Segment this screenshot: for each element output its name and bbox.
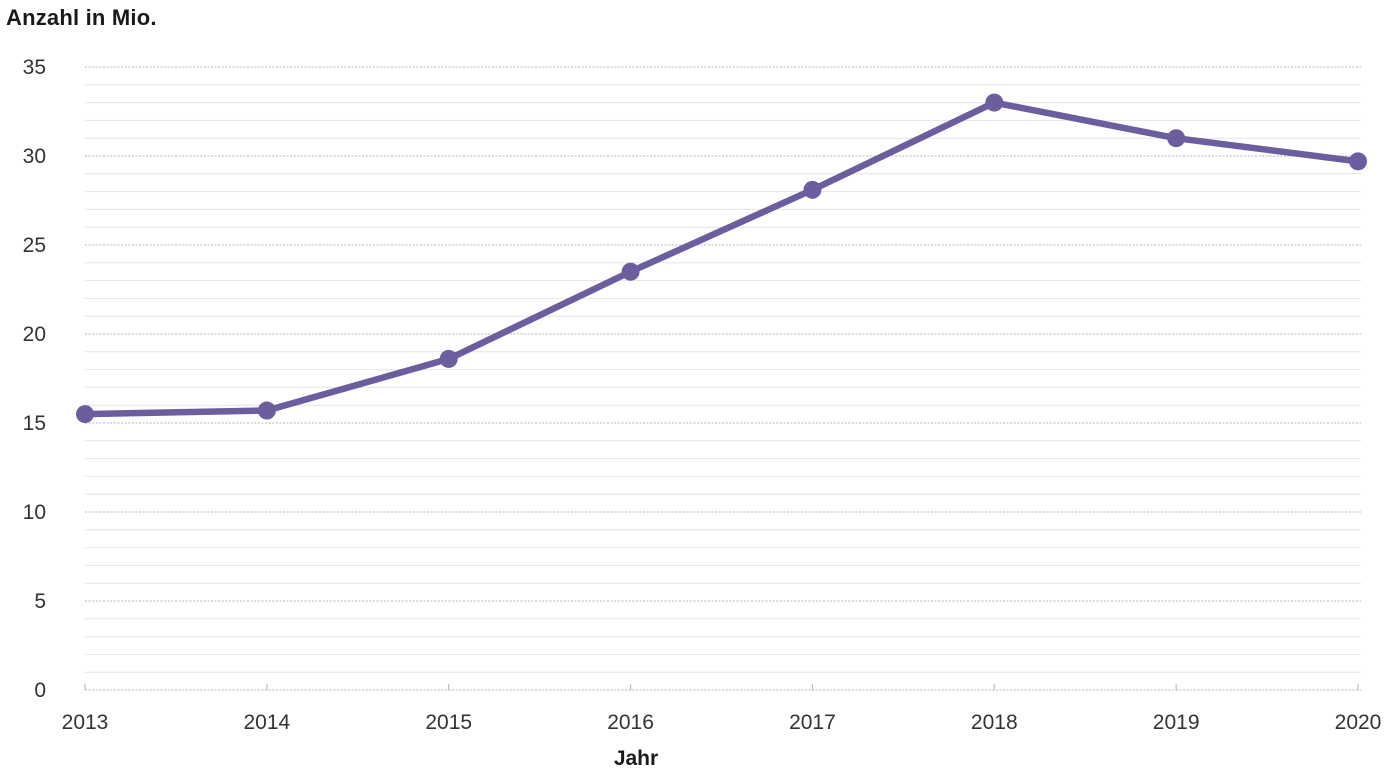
y-tick-label: 10 [23,501,46,524]
data-line [81,99,1362,418]
x-tick-label: 2015 [425,711,472,734]
data-point-2014 [257,401,276,420]
data-point-2017 [803,180,822,199]
x-tick-label: 2017 [789,711,836,734]
x-tick-label: 2013 [62,711,109,734]
x-tick-label: 2014 [243,711,290,734]
y-tick-label: 5 [34,590,46,613]
x-tick-label: 2019 [1153,711,1200,734]
y-tick-label: 0 [34,679,46,702]
y-tick-label: 25 [23,234,46,257]
x-tick-label: 2020 [1335,711,1382,734]
y-tick-label: 35 [23,56,46,79]
x-tick-label: 2016 [607,711,654,734]
data-point-2020 [1349,152,1367,171]
data-point-2013 [76,405,94,424]
y-tick-label: 20 [23,323,46,346]
y-tick-label: 30 [23,145,46,168]
y-tick-label: 15 [23,412,46,435]
chart-title: Anzahl in Mio. [6,5,157,30]
data-point-2019 [1167,129,1186,148]
data-point-2015 [439,349,458,368]
data-point-2018 [985,93,1004,112]
x-axis-title: Jahr [613,747,659,770]
data-point-2016 [621,262,640,281]
x-tick-label: 2018 [971,711,1018,734]
